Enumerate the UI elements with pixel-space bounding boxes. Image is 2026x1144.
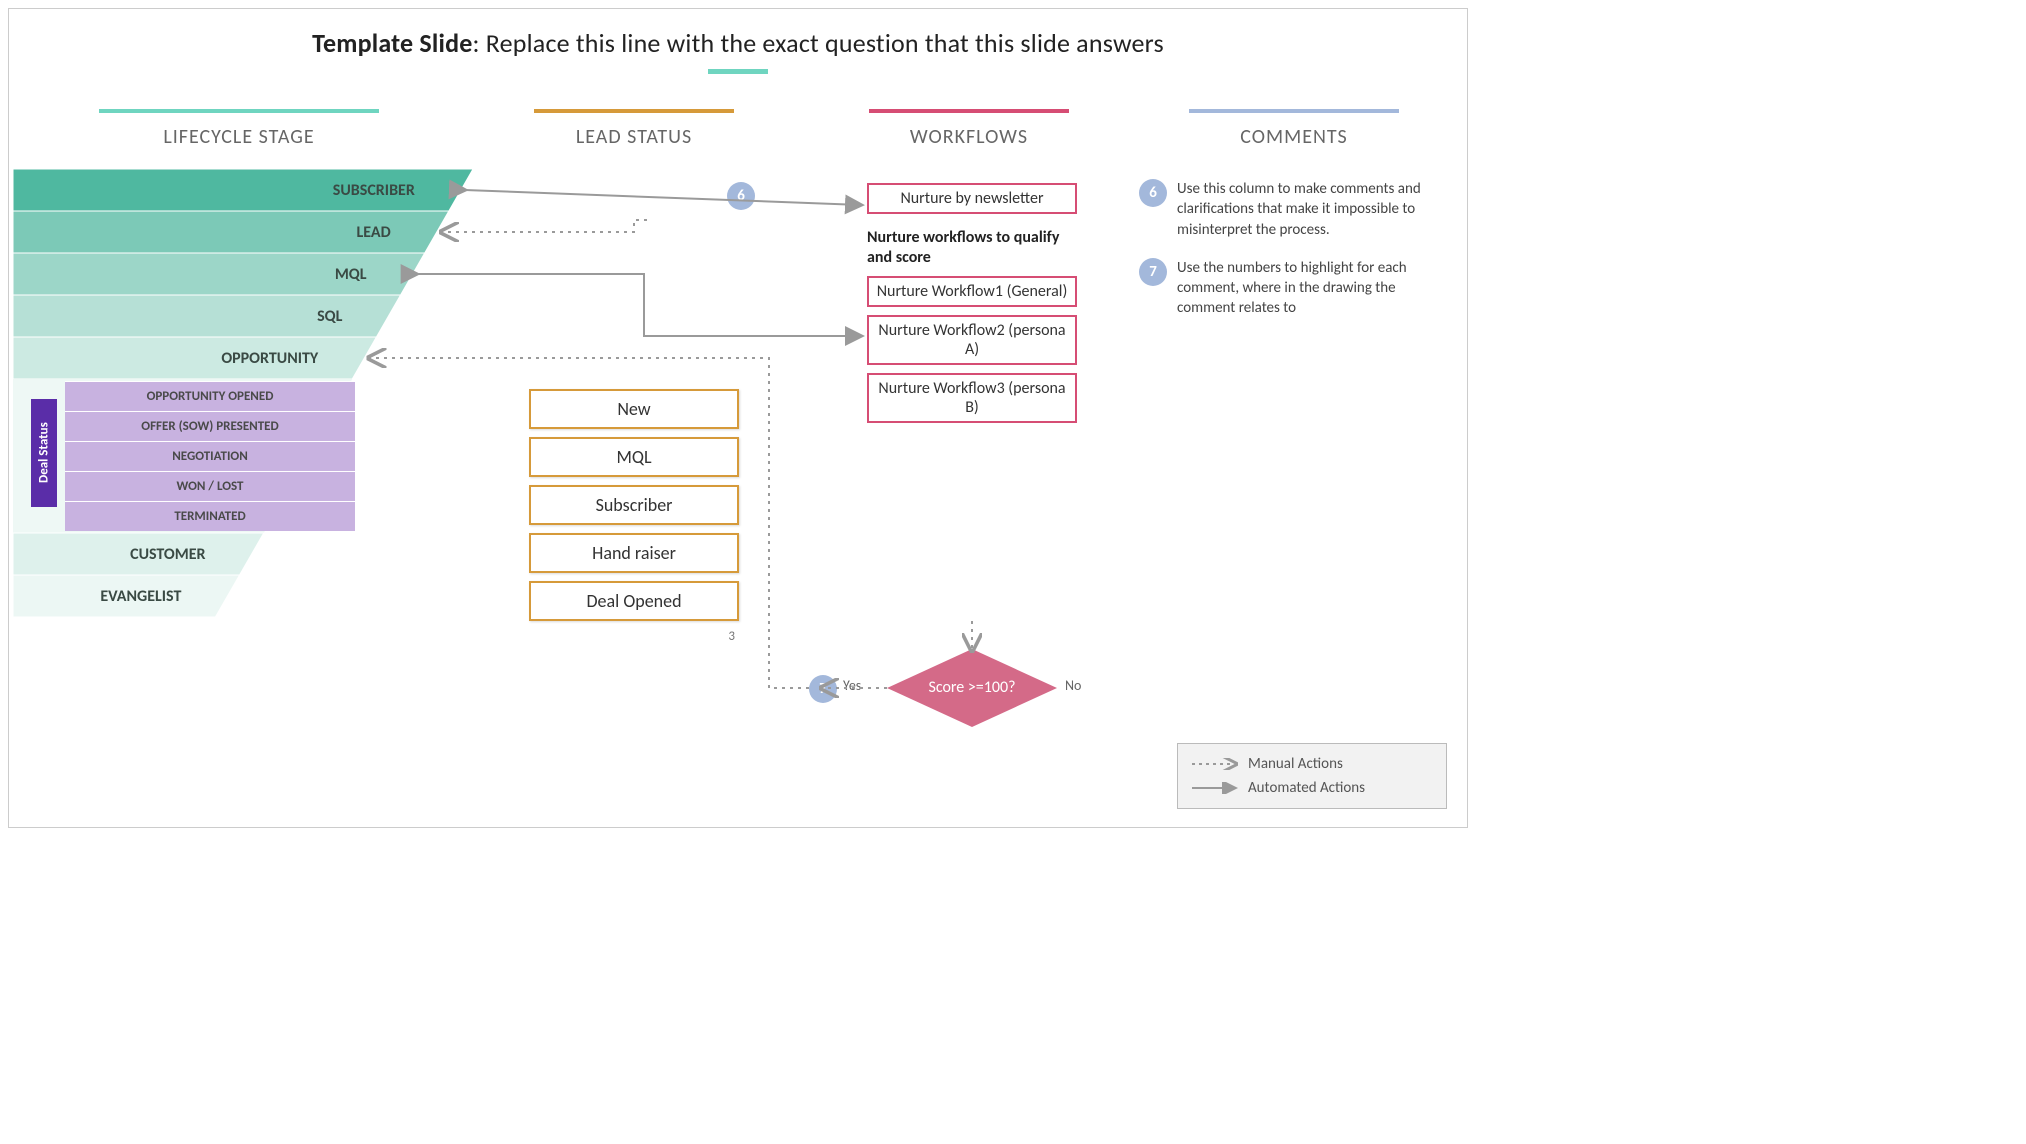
workflow-box: Nurture by newsletter	[867, 183, 1077, 214]
lead-status-box: Deal Opened	[529, 581, 739, 621]
title-bold: Template Slide	[312, 27, 472, 59]
workflow-box: Nurture Workflow1 (General)	[867, 276, 1077, 307]
lead-status-box: Subscriber	[529, 485, 739, 525]
decision-diamond: Score >=100?	[887, 649, 1057, 727]
slide-canvas: Template Slide: Replace this line with t…	[8, 8, 1468, 828]
deal-stage: WON / LOST	[65, 471, 355, 501]
lead-status-box: Hand raiser	[529, 533, 739, 573]
deal-stage: OPPORTUNITY OPENED	[65, 381, 355, 411]
lead-status-box: New	[529, 389, 739, 429]
col-label-leadstatus: LEAD STATUS	[534, 125, 734, 149]
deal-status-tab: Deal Status	[31, 399, 57, 507]
funnel-stage: SQL	[13, 295, 370, 337]
deal-stage: NEGOTIATION	[65, 441, 355, 471]
comment-item: 7 Use the numbers to highlight for each …	[1139, 258, 1449, 319]
legend-manual-line	[1190, 758, 1240, 770]
comment-badge: 6	[1139, 179, 1167, 207]
col-label-workflows: WORKFLOWS	[869, 125, 1069, 149]
col-label-lifecycle: LIFECYCLE STAGE	[99, 125, 379, 149]
badge-7-canvas: 7	[809, 675, 837, 703]
workflow-box: Nurture Workflow3 (persona B)	[867, 373, 1077, 423]
comment-item: 6 Use this column to make comments and c…	[1139, 179, 1449, 240]
legend-automated-label: Automated Actions	[1248, 779, 1365, 797]
title-rest: : Replace this line with the exact quest…	[473, 27, 1164, 59]
funnel-stage: SUBSCRIBER	[13, 169, 443, 211]
slide-title: Template Slide: Replace this line with t…	[9, 27, 1467, 59]
workflow-box: Nurture Workflow2 (persona A)	[867, 315, 1077, 365]
col-underline-comments	[1189, 109, 1399, 113]
comment-text: Use this column to make comments and cla…	[1177, 179, 1449, 240]
decision-no-label: No	[1065, 677, 1081, 694]
decision-yes-label: Yes	[843, 677, 861, 694]
comment-badge: 7	[1139, 258, 1167, 286]
title-accent-bar	[708, 69, 768, 74]
deal-status-block: OPPORTUNITY OPENEDOFFER (SOW) PRESENTEDN…	[65, 381, 355, 531]
col-label-comments: COMMENTS	[1189, 125, 1399, 149]
funnel-stage: CUSTOMER	[13, 533, 234, 575]
legend-manual: Manual Actions	[1190, 752, 1434, 776]
decision-label: Score >=100?	[928, 679, 1015, 697]
lead-status-column: New MQL Subscriber Hand raiser Deal Opened 3	[529, 389, 739, 644]
lead-status-box: MQL	[529, 437, 739, 477]
workflow-heading: Nurture workflows to qualify and score	[867, 228, 1077, 268]
funnel-stage: LEAD	[13, 211, 419, 253]
col-underline-lifecycle	[99, 109, 379, 113]
funnel-stage: MQL	[13, 253, 395, 295]
deal-stage: TERMINATED	[65, 501, 355, 531]
badge-6-canvas: 6	[727, 182, 755, 210]
comment-text: Use the numbers to highlight for each co…	[1177, 258, 1449, 319]
col-underline-workflows	[869, 109, 1069, 113]
col-underline-leadstatus	[534, 109, 734, 113]
funnel-stage: OPPORTUNITY	[13, 337, 346, 379]
legend-automated-line	[1190, 782, 1240, 794]
legend-automated: Automated Actions	[1190, 776, 1434, 800]
legend-box: Manual Actions Automated Actions	[1177, 743, 1447, 809]
funnel-stage: EVANGELIST	[13, 575, 209, 617]
deal-stage: OFFER (SOW) PRESENTED	[65, 411, 355, 441]
workflow-column: Nurture by newsletter Nurture workflows t…	[867, 169, 1077, 431]
lead-footnote: 3	[529, 629, 739, 644]
legend-manual-label: Manual Actions	[1248, 755, 1343, 773]
comments-column: 6 Use this column to make comments and c…	[1139, 179, 1449, 337]
